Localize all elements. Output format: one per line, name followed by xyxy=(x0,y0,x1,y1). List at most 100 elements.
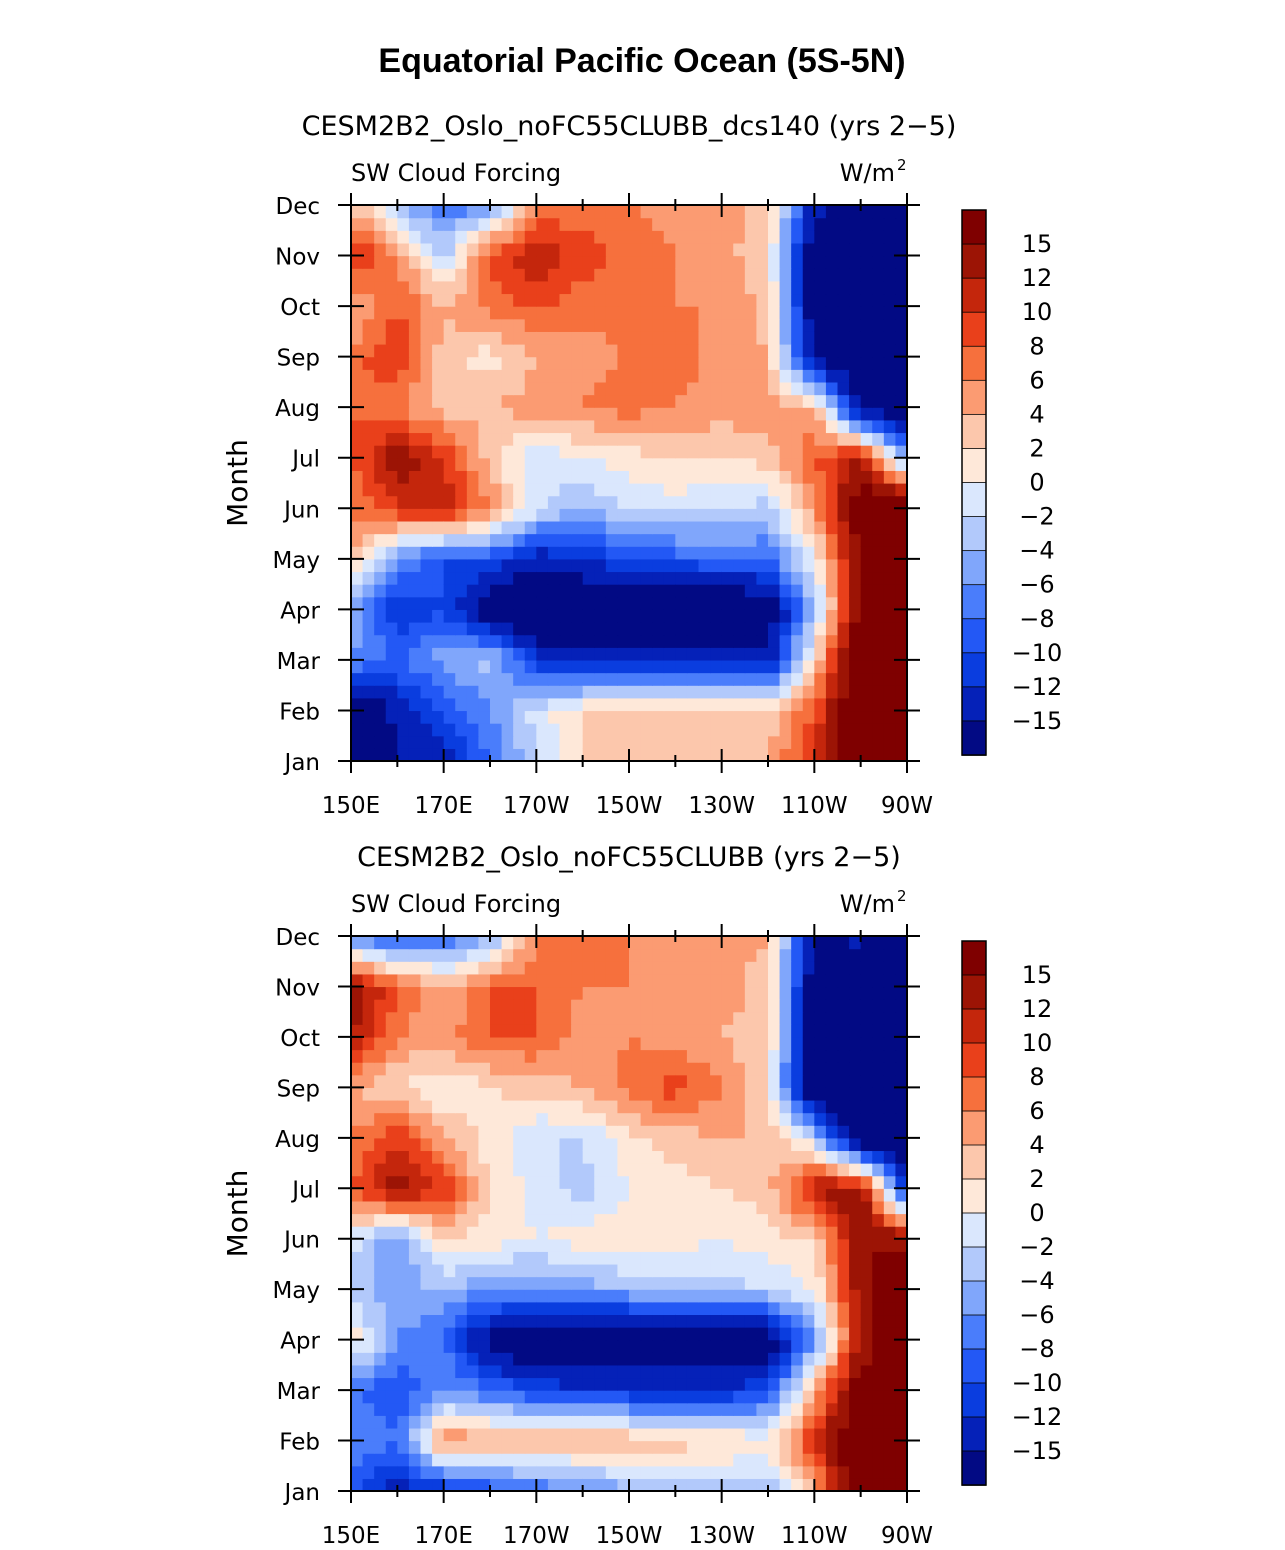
heatmap-cell xyxy=(768,1465,781,1479)
heatmap-cell xyxy=(814,1251,827,1265)
heatmap-cell xyxy=(408,1074,422,1088)
heatmap-cell xyxy=(374,1238,387,1252)
heatmap-cell xyxy=(779,457,792,471)
heatmap-cell xyxy=(895,961,908,975)
heatmap-cell xyxy=(617,470,630,484)
heatmap-cell xyxy=(362,1390,375,1404)
heatmap-cell xyxy=(663,1364,676,1379)
heatmap-cell xyxy=(686,1213,700,1227)
heatmap-cell xyxy=(408,306,422,320)
heatmap-cell xyxy=(455,470,468,484)
heatmap-cell xyxy=(547,1453,561,1467)
heatmap-cell xyxy=(686,1440,700,1454)
heatmap-cell xyxy=(432,685,445,699)
heatmap-cell xyxy=(362,1074,375,1088)
heatmap-cell xyxy=(814,344,827,358)
heatmap-cell xyxy=(768,609,781,623)
heatmap-cell xyxy=(605,217,619,231)
heatmap-cell xyxy=(455,1062,468,1076)
heatmap-cell xyxy=(501,1112,514,1126)
heatmap-cell xyxy=(872,1314,885,1328)
heatmap-cell xyxy=(432,432,445,446)
heatmap-cell xyxy=(710,1150,723,1164)
heatmap-cell xyxy=(605,1112,619,1126)
heatmap-cell xyxy=(883,255,897,269)
heatmap-cell xyxy=(652,394,665,408)
heatmap-cell xyxy=(825,546,839,560)
heatmap-cell xyxy=(837,1087,850,1101)
heatmap-cell xyxy=(490,735,503,749)
heatmap-cell xyxy=(837,344,850,358)
heatmap-cell xyxy=(501,306,514,320)
heatmap-cell xyxy=(374,432,387,446)
heatmap-cell xyxy=(698,356,711,370)
heatmap-cell xyxy=(420,1150,433,1164)
heatmap-cell xyxy=(408,356,422,370)
heatmap-cell xyxy=(524,584,537,598)
heatmap-cell xyxy=(733,936,746,950)
heatmap-cell xyxy=(883,1427,897,1442)
heatmap-cell xyxy=(872,546,885,560)
heatmap-cell xyxy=(721,419,734,434)
heatmap-cell xyxy=(675,1226,688,1240)
heatmap-cell xyxy=(756,609,769,623)
heatmap-cell xyxy=(559,495,572,509)
heatmap-cell xyxy=(432,1453,445,1467)
heatmap-cell xyxy=(351,457,364,471)
heatmap-cell xyxy=(698,1289,711,1303)
heatmap-cell xyxy=(721,394,734,408)
heatmap-cell xyxy=(663,445,676,459)
heatmap-cell xyxy=(860,1188,873,1202)
heatmap-cell xyxy=(478,1314,491,1328)
heatmap-cell xyxy=(802,1087,815,1101)
heatmap-cell xyxy=(895,609,908,623)
heatmap-cell xyxy=(351,735,364,749)
heatmap-cell xyxy=(582,242,595,257)
heatmap-cell xyxy=(837,483,850,497)
heatmap-cell xyxy=(733,748,746,762)
heatmap-cell xyxy=(883,584,897,598)
heatmap-cell xyxy=(802,495,815,509)
heatmap-cell xyxy=(733,1478,746,1492)
heatmap-cell xyxy=(652,546,665,560)
heatmap-cell xyxy=(571,697,584,712)
heatmap-cell xyxy=(721,973,734,988)
heatmap-cell xyxy=(420,1301,433,1316)
heatmap-cell xyxy=(478,1402,491,1416)
heatmap-cell xyxy=(814,242,827,257)
heatmap-cell xyxy=(466,558,480,573)
heatmap-cell xyxy=(837,1226,850,1240)
heatmap-cell xyxy=(605,748,619,762)
heatmap-cell xyxy=(825,1099,839,1114)
heatmap-cell xyxy=(582,280,595,295)
heatmap-cell xyxy=(640,318,653,332)
heatmap-cell xyxy=(351,546,364,560)
heatmap-cell xyxy=(860,1099,873,1114)
heatmap-cell xyxy=(756,1024,769,1038)
heatmap-cell xyxy=(791,306,804,320)
heatmap-cell xyxy=(895,659,908,674)
heatmap-cell xyxy=(710,1213,723,1227)
heatmap-cell xyxy=(397,205,410,219)
heatmap-cell xyxy=(501,533,514,547)
heatmap-cell xyxy=(443,344,456,358)
heatmap-cell xyxy=(675,495,688,509)
heatmap-cell xyxy=(617,973,630,988)
heatmap-cell xyxy=(895,1226,908,1240)
heatmap-cell xyxy=(779,318,792,332)
heatmap-cell xyxy=(524,217,537,231)
heatmap-cell xyxy=(536,1188,549,1202)
heatmap-cell xyxy=(883,1478,897,1492)
heatmap-cell xyxy=(895,1175,908,1189)
heatmap-cell xyxy=(814,217,827,231)
heatmap-cell xyxy=(443,381,456,396)
heatmap-cell xyxy=(710,1112,723,1126)
heatmap-cell xyxy=(756,647,769,661)
heatmap-cell xyxy=(594,1011,607,1025)
heatmap-cell xyxy=(617,1011,630,1025)
heatmap-cell xyxy=(559,596,572,610)
heatmap-cell xyxy=(640,1453,653,1467)
heatmap-cell xyxy=(825,217,839,231)
heatmap-cell xyxy=(791,508,804,522)
heatmap-cell xyxy=(710,331,723,345)
